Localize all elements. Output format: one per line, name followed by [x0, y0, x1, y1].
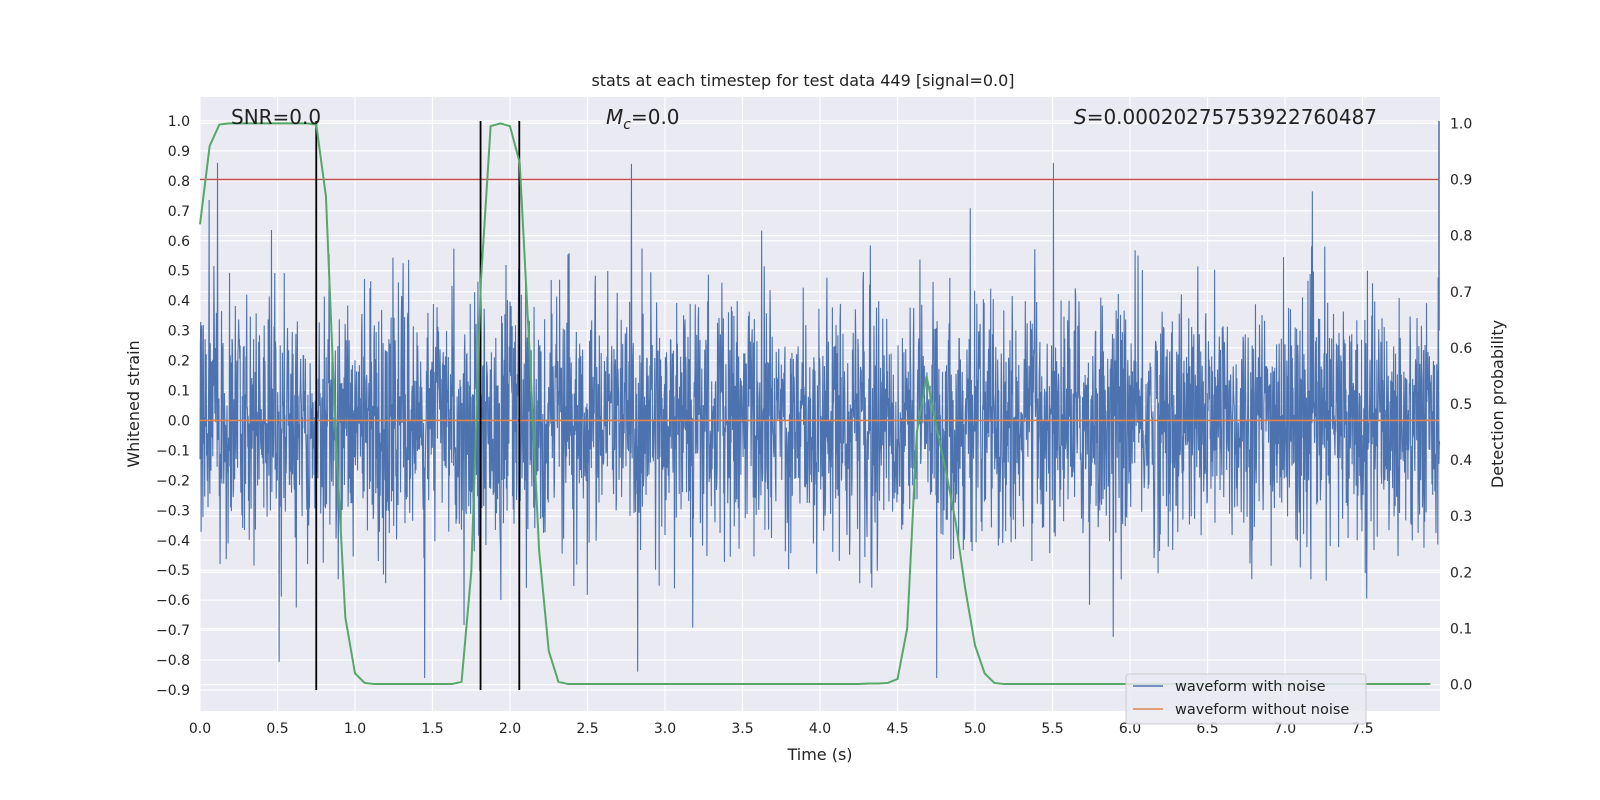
chirp-mass-subscript: c	[623, 117, 631, 133]
y2-tick-label-1: 0.1	[1450, 621, 1472, 637]
y-tick-label-4: −0.5	[156, 563, 190, 579]
vertical-markers	[315, 120, 521, 691]
y-tick-label-2: −0.7	[156, 623, 190, 639]
y-tick-label-18: 0.9	[168, 144, 190, 160]
y-tick-label-7: −0.2	[156, 473, 190, 489]
y2-axis-ticks: 0.0 0.1 0.2 0.3 0.4 0.5 0.6 0.7 0.8 0.9 1.0	[1450, 116, 1472, 693]
x-tick-label-10: 5.0	[964, 721, 986, 737]
series-waveform-with-noise	[199, 162, 1441, 679]
y-tick-label-10: 0.1	[168, 384, 190, 400]
x-tick-label-6: 3.0	[654, 721, 676, 737]
x-tick-label-12: 6.0	[1119, 721, 1141, 737]
y-tick-label-12: 0.3	[168, 324, 190, 340]
s-value: =0.00020275753922760487	[1087, 105, 1377, 129]
y-tick-label-9: 0.0	[168, 413, 190, 429]
x-tick-label-11: 5.5	[1041, 721, 1063, 737]
x-tick-label-9: 4.5	[886, 721, 908, 737]
x-tick-label-2: 1.0	[344, 721, 366, 737]
y-tick-label-11: 0.2	[168, 354, 190, 370]
chirp-mass-symbol: M	[606, 105, 623, 129]
y2-tick-label-3: 0.3	[1450, 509, 1472, 525]
x-axis-ticks: 0.0 0.5 1.0 1.5 2.0 2.5 3.0 3.5 4.0 4.5 5.0 5.5 6.0 6…	[189, 721, 1374, 737]
x-tick-label-3: 1.5	[421, 721, 443, 737]
y-tick-label-5: −0.4	[156, 533, 190, 549]
x-axis-label: Time (s)	[786, 745, 852, 764]
x-tick-label-0: 0.0	[189, 721, 211, 737]
chirp-mass-annotation: Mc=0.0	[606, 105, 680, 133]
y2-tick-label-2: 0.2	[1450, 565, 1472, 581]
y2-tick-label-10: 1.0	[1450, 116, 1472, 132]
y-tick-label-3: −0.6	[156, 593, 190, 609]
x-tick-label-4: 2.0	[499, 721, 521, 737]
y2-tick-label-8: 0.8	[1450, 229, 1472, 245]
x-tick-label-15: 7.5	[1351, 721, 1373, 737]
legend-box	[1125, 673, 1367, 725]
y-tick-label-8: −0.1	[156, 443, 190, 459]
s-symbol: S	[1074, 105, 1087, 129]
x-tick-label-8: 4.0	[809, 721, 831, 737]
y2-tick-label-4: 0.4	[1450, 453, 1472, 469]
x-tick-label-14: 7.0	[1274, 721, 1296, 737]
y2-tick-label-6: 0.6	[1450, 341, 1472, 357]
y-axis-ticks: −0.9 −0.8 −0.7 −0.6 −0.5 −0.4 −0.3 −0.2 −0.1 0.0 0…	[156, 114, 190, 699]
y-tick-label-0: −0.9	[156, 683, 190, 699]
y-tick-label-6: −0.3	[156, 503, 190, 519]
y-axis-label: Whitened strain	[124, 340, 143, 467]
y-tick-label-1: −0.8	[156, 653, 190, 669]
legend-label-clean: waveform without noise	[1175, 702, 1349, 718]
y2-tick-label-9: 0.9	[1450, 173, 1472, 189]
y-tick-label-17: 0.8	[168, 174, 190, 190]
y-tick-label-19: 1.0	[168, 114, 190, 130]
chirp-mass-value: =0.0	[631, 105, 680, 129]
chart-title: stats at each timestep for test data 449…	[591, 71, 1014, 90]
y2-tick-label-0: 0.0	[1450, 678, 1472, 694]
y-tick-label-16: 0.7	[168, 204, 190, 220]
s-annotation: S=0.00020275753922760487	[1074, 105, 1377, 129]
y2-tick-label-7: 0.7	[1450, 285, 1472, 301]
snr-annotation: SNR=0.0	[231, 105, 321, 129]
y2-axis-label: Detection probability	[1488, 320, 1507, 488]
x-tick-label-13: 6.5	[1196, 721, 1218, 737]
x-tick-label-7: 3.5	[731, 721, 753, 737]
x-tick-label-5: 2.5	[576, 721, 598, 737]
y-tick-label-15: 0.6	[168, 234, 190, 250]
x-tick-label-1: 0.5	[266, 721, 288, 737]
y-tick-label-14: 0.5	[168, 264, 190, 280]
legend-label-noise: waveform with noise	[1175, 679, 1326, 695]
y-tick-label-13: 0.4	[168, 294, 190, 310]
y2-tick-label-5: 0.5	[1450, 397, 1472, 413]
legend: waveform with noise waveform without noi…	[1125, 673, 1367, 725]
